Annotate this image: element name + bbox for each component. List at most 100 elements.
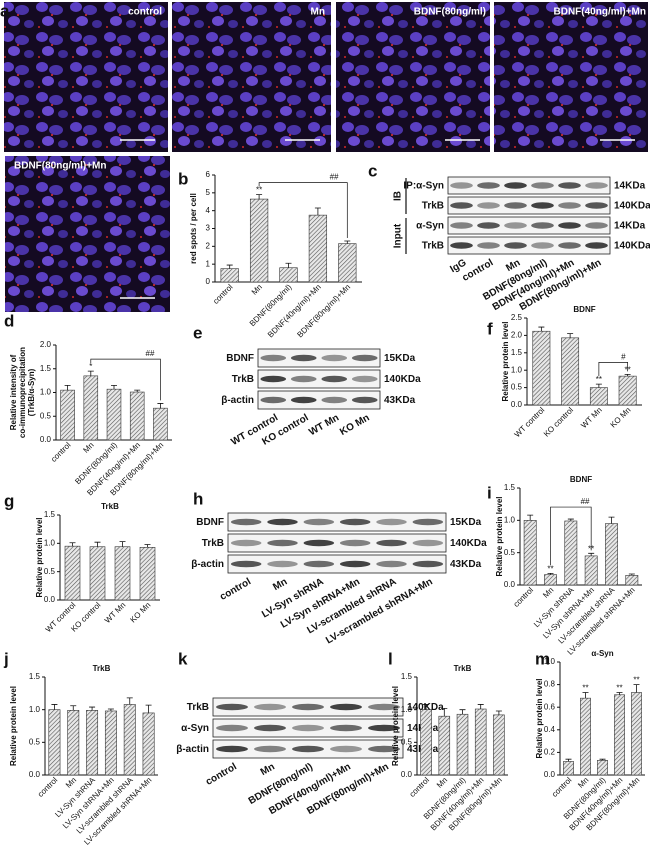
- bar: [420, 709, 432, 776]
- blot-band: [230, 539, 262, 547]
- y-tick-label: 1.0: [504, 515, 516, 524]
- y-tick-label: 0.5: [40, 411, 52, 420]
- y-axis-label: Relative protein level: [35, 517, 44, 597]
- blot-band: [477, 222, 500, 229]
- blot-band: [230, 518, 262, 526]
- error-bar: [134, 389, 141, 393]
- bar: [584, 555, 598, 586]
- error-bar: [314, 207, 321, 216]
- blot-band: [254, 745, 286, 753]
- y-tick-label: 1: [206, 259, 211, 268]
- x-tick-label: KO Mn: [609, 406, 633, 430]
- bar: [104, 710, 117, 776]
- y-tick-label: 1.0: [401, 705, 413, 714]
- y-axis-label: Relative protein level: [9, 686, 18, 766]
- chart-title: α-Syn: [591, 649, 613, 658]
- blot-strip: [212, 718, 404, 738]
- blot-band: [351, 396, 378, 404]
- blot-band: [267, 518, 298, 526]
- blot-lane-label: control: [204, 761, 239, 788]
- blot-band: [450, 242, 473, 249]
- y-tick-label: 2.0: [511, 331, 523, 340]
- y-tick-label: 0.5: [29, 737, 41, 746]
- y-tick-label: 1.0: [544, 657, 556, 666]
- significance-label: **: [596, 375, 602, 384]
- y-tick-label: 2.5: [511, 313, 523, 322]
- bar: [142, 712, 155, 776]
- blot-band: [412, 539, 444, 547]
- y-tick-label: 3: [206, 224, 211, 233]
- y-axis-label: Relative protein level: [535, 678, 544, 758]
- x-tick-label: Mn: [541, 586, 555, 600]
- blot-row-label: α-Syn: [416, 221, 444, 232]
- bar: [279, 267, 298, 283]
- chart-title: TrkB: [101, 502, 119, 511]
- micrograph-label: control: [128, 7, 162, 18]
- bar: [89, 546, 106, 601]
- blot-row-label: TrkB: [232, 374, 254, 385]
- micrograph: [4, 2, 168, 152]
- y-axis-label: (TrkB/α-Syn): [27, 368, 36, 416]
- bar: [83, 375, 99, 441]
- blot-band: [290, 375, 317, 383]
- blot-row-label: β-actin: [221, 395, 254, 406]
- blot-strip: [257, 390, 381, 410]
- blot-band: [450, 202, 473, 209]
- blot-group-label: Input: [393, 223, 404, 248]
- y-tick-label: 1.5: [504, 483, 516, 492]
- panel-label: j: [3, 649, 9, 668]
- blot-row-label: BDNF: [196, 517, 224, 528]
- bar: [60, 389, 75, 441]
- comparison-label: ##: [581, 497, 590, 506]
- blot-band: [254, 724, 286, 732]
- blot-band: [351, 375, 378, 383]
- error-bar: [107, 708, 114, 711]
- bar: [64, 545, 81, 601]
- y-tick-label: 0.2: [544, 748, 556, 757]
- blot-band: [321, 354, 348, 362]
- blot-band: [330, 703, 362, 711]
- blot-band: [504, 182, 527, 189]
- y-tick-label: 0.0: [44, 595, 56, 604]
- blot-row-label: β-actin: [191, 559, 224, 570]
- y-tick-label: 1.5: [511, 348, 523, 357]
- bar: [114, 546, 131, 601]
- error-bar: [495, 710, 502, 715]
- blot-lane-label: Mn: [259, 761, 277, 778]
- bar: [249, 198, 269, 283]
- panel-label: k: [178, 649, 188, 668]
- micrograph: [5, 156, 170, 312]
- comparison-bracket: [258, 182, 348, 238]
- error-bar: [477, 704, 484, 710]
- y-tick-label: 0.5: [504, 548, 516, 557]
- bar: [67, 710, 80, 776]
- y-tick-label: 0.5: [401, 737, 413, 746]
- x-tick-label: WT control: [513, 405, 547, 439]
- error-bar: [441, 707, 448, 717]
- panel-label: e: [193, 323, 202, 342]
- y-tick-label: 5: [206, 188, 211, 197]
- blot-band: [450, 222, 473, 229]
- blot-band: [450, 182, 473, 189]
- panel-label: a: [0, 1, 10, 20]
- blot-band: [412, 518, 444, 526]
- blot-strip: [447, 216, 611, 235]
- panel-label: b: [178, 169, 188, 188]
- blot-band: [230, 560, 262, 568]
- y-tick-label: 1.0: [44, 538, 56, 547]
- blot-band: [292, 703, 324, 711]
- chart-title: BDNF: [573, 305, 595, 314]
- blot-strip: [447, 236, 611, 255]
- panel-label: d: [4, 311, 14, 330]
- error-bar: [89, 706, 96, 711]
- blot-size-label: 140KDa: [384, 374, 421, 385]
- bar: [139, 546, 156, 601]
- error-bar: [157, 403, 164, 409]
- y-tick-label: 0.5: [44, 567, 56, 576]
- panel-label: l: [388, 649, 393, 668]
- blot-band: [558, 222, 581, 229]
- panel-label: h: [193, 489, 203, 508]
- panel-label: m: [535, 649, 550, 668]
- blot-band: [303, 518, 335, 526]
